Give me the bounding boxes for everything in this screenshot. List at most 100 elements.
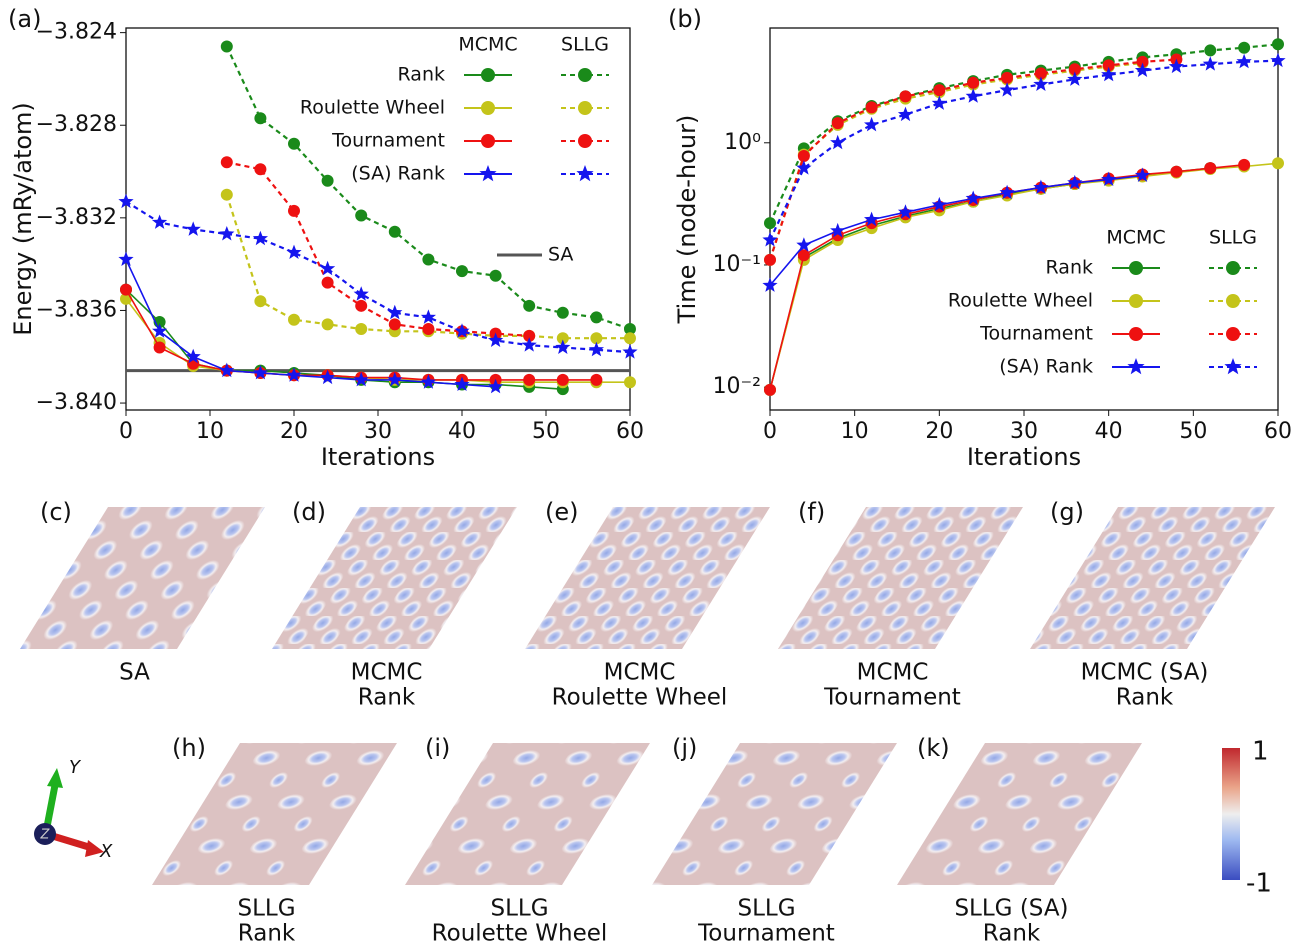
marker — [322, 277, 334, 289]
panel-label: (i) — [425, 734, 450, 762]
panel-caption: Rank — [1116, 685, 1174, 711]
legend-label: SA — [548, 244, 573, 266]
x-axis-label: Iterations — [967, 443, 1081, 471]
marker — [1001, 72, 1013, 84]
marker — [764, 384, 776, 396]
legend-label: Tournament — [979, 323, 1093, 345]
marker — [253, 231, 268, 246]
panel-label: (e) — [545, 498, 579, 526]
panel-caption: SLLG — [237, 896, 295, 922]
legend-header: SLLG — [561, 34, 609, 56]
marker — [322, 318, 334, 330]
marker — [1238, 42, 1250, 54]
marker — [481, 68, 495, 82]
marker — [589, 342, 604, 357]
marker — [355, 323, 367, 335]
marker — [578, 101, 592, 115]
marker — [355, 300, 367, 312]
skyrmion-map — [152, 743, 397, 885]
marker — [1272, 38, 1284, 50]
legend-label: Roulette Wheel — [948, 290, 1093, 312]
marker — [557, 374, 569, 386]
x-tick-label: 30 — [1010, 419, 1038, 444]
marker — [1272, 157, 1284, 169]
panel-label: (f) — [798, 498, 825, 526]
series-line — [770, 63, 1143, 260]
marker — [764, 217, 776, 229]
marker — [186, 221, 201, 236]
marker — [1129, 294, 1143, 308]
marker — [590, 374, 602, 386]
marker — [1127, 358, 1144, 374]
panel-caption: Rank — [358, 685, 416, 711]
marker — [578, 68, 592, 82]
marker — [389, 226, 401, 238]
marker — [1226, 294, 1240, 308]
legend-label: (SA) Rank — [999, 356, 1093, 378]
marker — [1129, 261, 1143, 275]
marker — [422, 323, 434, 335]
x-tick-label: 50 — [532, 419, 560, 444]
panel-caption: SA — [119, 660, 150, 686]
marker — [254, 295, 266, 307]
marker — [288, 205, 300, 217]
marker — [522, 337, 537, 351]
legend-label: (SA) Rank — [351, 163, 445, 185]
panel-label: (b) — [668, 5, 702, 33]
colorbar-min: -1 — [1246, 869, 1272, 899]
panel-caption: Tournament — [823, 685, 961, 711]
plot-frame — [126, 28, 630, 410]
y-tick-label: 10⁰ — [724, 130, 761, 155]
skyrmion-map — [778, 507, 1023, 649]
marker — [1226, 261, 1240, 275]
marker — [1238, 159, 1250, 171]
axes-icon: Z Y X — [34, 757, 113, 862]
series-line — [770, 168, 1210, 390]
panel-caption: Tournament — [697, 921, 835, 946]
marker — [798, 150, 810, 162]
marker — [355, 210, 367, 222]
marker — [1226, 327, 1240, 341]
marker — [481, 101, 495, 115]
legend-header: SLLG — [1209, 227, 1257, 249]
x-tick-label: 0 — [119, 419, 133, 444]
marker — [898, 107, 913, 122]
panel-label: (k) — [917, 734, 950, 762]
chart: 010203040506010⁻²10⁻¹10⁰IterationsTime (… — [668, 5, 1292, 471]
marker — [1129, 327, 1143, 341]
skyrmion-map — [1030, 507, 1275, 649]
marker — [221, 156, 233, 168]
marker — [221, 41, 233, 53]
colorbar-gradient — [1222, 748, 1240, 880]
marker — [1224, 358, 1241, 374]
skyrmion-map — [652, 743, 897, 885]
marker — [866, 101, 878, 113]
marker — [421, 309, 436, 324]
marker — [389, 318, 401, 330]
marker — [864, 117, 879, 131]
marker — [479, 165, 496, 181]
marker — [1204, 162, 1216, 174]
marker — [933, 84, 945, 96]
x-tick-label: 20 — [925, 419, 953, 444]
marker — [254, 163, 266, 175]
legend-label: Roulette Wheel — [300, 97, 445, 119]
z-label: Z — [40, 828, 51, 843]
marker — [830, 135, 845, 150]
y-tick-label: 10⁻¹ — [713, 252, 761, 277]
marker — [1000, 82, 1015, 97]
marker — [1067, 71, 1082, 86]
marker — [387, 305, 402, 319]
y-tick-label: −3.836 — [36, 297, 117, 322]
marker — [1204, 44, 1216, 56]
panel-label: (h) — [172, 734, 206, 762]
marker — [832, 117, 844, 129]
marker — [481, 134, 495, 148]
marker — [1237, 54, 1252, 69]
marker — [219, 226, 234, 241]
marker — [967, 77, 979, 89]
marker — [288, 314, 300, 326]
